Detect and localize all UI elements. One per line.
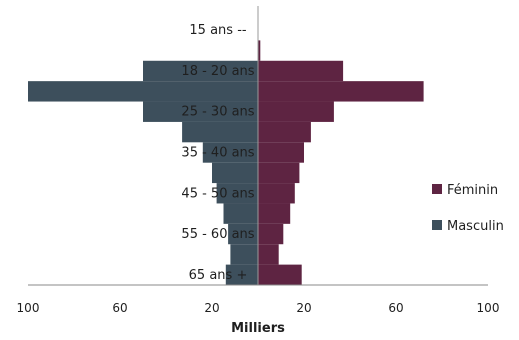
category-label-8: 45 - 50 ans: [181, 186, 254, 201]
bar-masculin-4: [143, 101, 258, 122]
bar-masculin-7: [212, 162, 258, 184]
bar-f-minin-3: [258, 81, 424, 102]
x-tick-label-2: 20: [204, 301, 219, 315]
bar-masculin-12: [225, 264, 258, 285]
bar-masculin-9: [223, 203, 258, 224]
bar-masculin-3: [28, 81, 258, 102]
bar-f-minin-8: [258, 183, 295, 204]
bar-f-minin-7: [258, 162, 300, 184]
category-label-12: 65 ans +: [189, 268, 248, 283]
bar-masculin-5: [182, 121, 258, 143]
category-label-0: 15 ans --: [189, 23, 246, 38]
x-tick-label-4: 60: [388, 301, 403, 315]
bar-f-minin-10: [258, 223, 284, 245]
bar-masculin-8: [216, 183, 258, 204]
bar-f-minin-11: [258, 244, 279, 265]
legend-swatch-0: [432, 184, 442, 194]
x-tick-label-0: 100: [17, 301, 40, 315]
bar-f-minin-9: [258, 203, 291, 224]
bar-masculin-6: [202, 142, 258, 163]
bar-f-minin-5: [258, 121, 311, 143]
bar-f-minin-2: [258, 60, 344, 82]
legend-label-0: Féminin: [447, 183, 498, 198]
x-tick-label-1: 60: [112, 301, 127, 315]
bar-masculin-11: [230, 244, 258, 265]
x-axis-ticks: 100 60 20 20 60 100: [17, 301, 500, 315]
category-label-2: 18 - 20 ans: [181, 64, 254, 79]
bar-f-minin-4: [258, 101, 334, 122]
category-label-6: 35 - 40 ans: [181, 146, 254, 161]
legend-swatch-1: [432, 220, 442, 230]
x-tick-label-3: 20: [296, 301, 311, 315]
category-label-4: 25 - 30 ans: [181, 105, 254, 120]
bar-f-minin-12: [258, 264, 302, 285]
bars-group: [28, 40, 424, 285]
category-label-10: 55 - 60 ans: [181, 227, 254, 242]
legend: Féminin Masculin: [432, 183, 504, 234]
category-labels: 15 ans -- 18 - 20 ans 25 - 30 ans 35 - 40 a…: [181, 23, 254, 283]
legend-label-1: Masculin: [447, 219, 504, 234]
x-tick-label-5: 100: [477, 301, 500, 315]
bar-f-minin-6: [258, 142, 304, 163]
bar-masculin-10: [228, 223, 258, 245]
bar-f-minin-1: [258, 40, 261, 61]
x-axis-title: Milliers: [231, 321, 285, 336]
bar-masculin-2: [143, 60, 258, 82]
